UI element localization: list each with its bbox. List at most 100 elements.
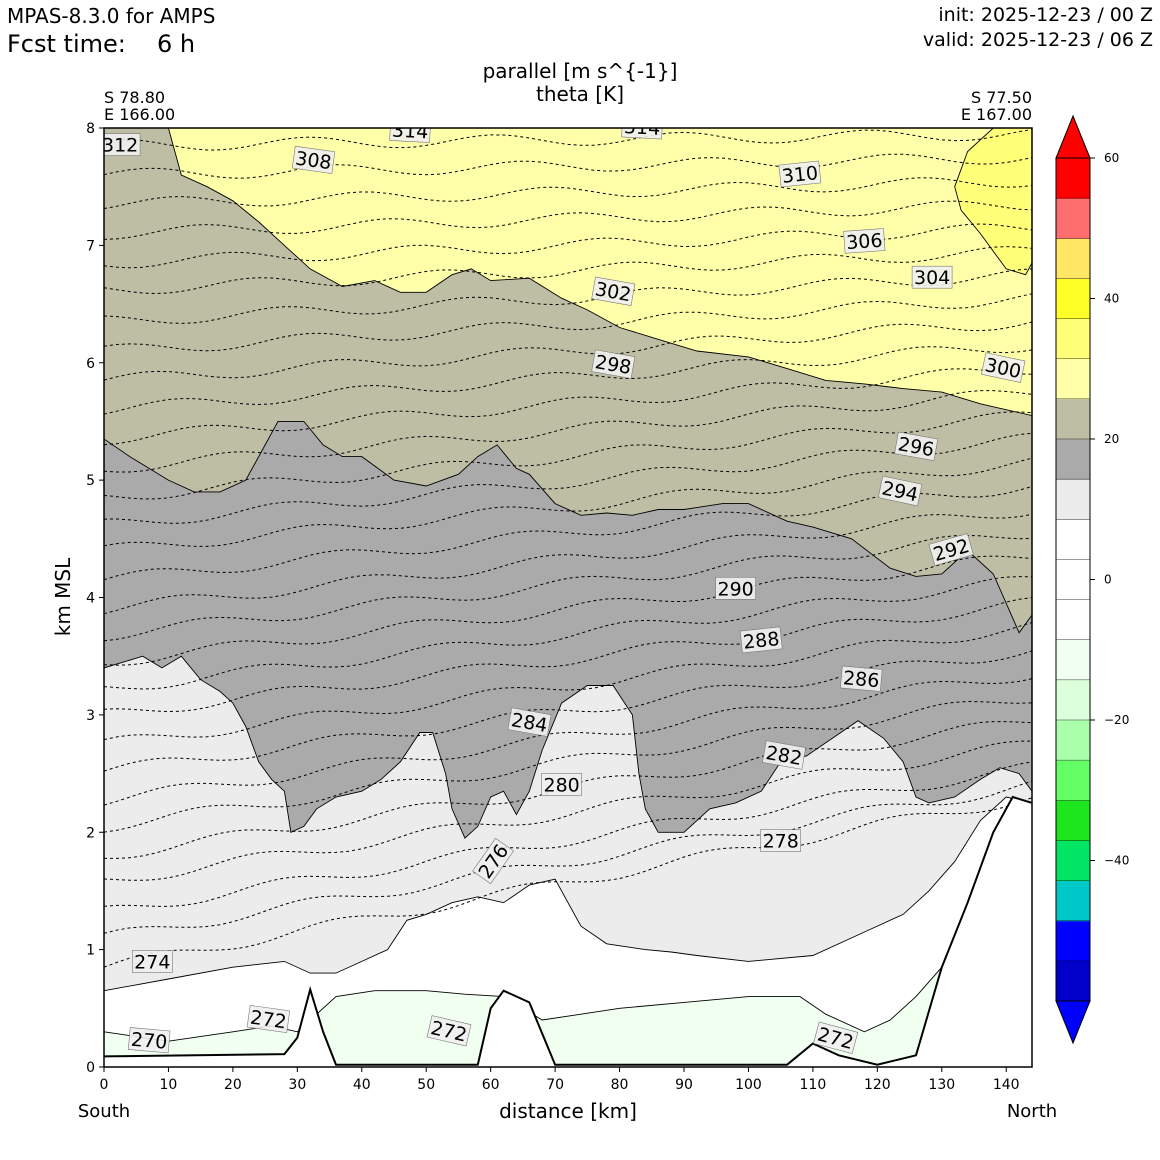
theta-label: 304 [911, 265, 953, 289]
theta-label: 284 [507, 707, 552, 737]
theta-label-box [472, 837, 514, 885]
theta-label-box [928, 533, 974, 566]
y-tick-label: 6 [86, 356, 95, 372]
theta-label-box [778, 160, 822, 188]
theta-label-box [426, 1015, 472, 1047]
isentrope-line [104, 700, 1032, 833]
theta-label-text: 306 [846, 230, 884, 254]
isentrope-line [104, 411, 1032, 500]
theta-label-box [132, 950, 173, 973]
colorbar-tick-label: 20 [1104, 432, 1119, 446]
theta-label-box [591, 276, 636, 306]
colorbar-swatch [1056, 960, 1090, 1002]
isentrope-line [104, 432, 1032, 524]
isentrope-line [104, 534, 1032, 642]
isentrope-line [104, 576, 1032, 690]
theta-label-text: 304 [914, 267, 950, 289]
forecast-time-value: 6 h [157, 30, 196, 58]
colorbar-swatch [1056, 479, 1090, 520]
colorbar-swatch [1056, 358, 1090, 400]
theta-label-box [739, 626, 783, 654]
colorbar-tick-label: −20 [1104, 713, 1129, 727]
theta-label: 278 [760, 829, 802, 853]
colorbar-swatch [1056, 519, 1090, 560]
theta-label-box [591, 349, 636, 379]
isentrope-line [104, 200, 1032, 240]
x-tick-label: 60 [482, 1077, 500, 1093]
terrain-mask [104, 797, 1032, 1067]
theta-label-text: 310 [781, 162, 819, 188]
theta-label: 286 [840, 665, 883, 692]
theta-label-box [843, 228, 886, 254]
x-tick-label: 80 [611, 1077, 629, 1093]
colorbar-swatch [1056, 720, 1090, 761]
isentrope-line [104, 761, 1032, 907]
colorbar-tick-label: 40 [1104, 292, 1119, 306]
chart-title-line1: parallel [m s^{-1}] [483, 59, 678, 83]
theta-label: 298 [591, 349, 636, 379]
theta-label: 314 [389, 120, 432, 144]
theta-label-text: 314 [623, 116, 660, 140]
isentrope-line [104, 486, 1032, 581]
y-tick-label: 7 [86, 238, 95, 254]
x-axis-label: distance [km] [499, 1099, 637, 1123]
x-tick-label: 50 [417, 1077, 435, 1093]
x-tick-label: 30 [288, 1077, 306, 1093]
theta-label-text: 286 [842, 667, 880, 692]
left-end-lon: E 166.00 [104, 105, 175, 124]
theta-label: 288 [739, 626, 783, 654]
colorbar-swatch [1056, 880, 1090, 922]
theta-label-text: 290 [717, 578, 753, 600]
theta-label-box [291, 145, 336, 174]
x-tick-label: 130 [928, 1077, 955, 1093]
theta-label-text: 312 [102, 135, 138, 157]
init-time: init: 2025-12-23 / 00 Z [938, 4, 1153, 26]
isentrope-line [104, 622, 1032, 741]
theta-label-box [541, 772, 582, 796]
colorbar-tick-label: 60 [1104, 151, 1119, 165]
x-tick-label: 110 [800, 1077, 827, 1093]
theta-label: 310 [778, 160, 822, 188]
model-name: MPAS-8.3.0 for AMPS [7, 4, 216, 28]
y-tick-label: 0 [86, 1060, 95, 1076]
isentrope-line [104, 678, 1032, 806]
colorbar-swatch [1056, 679, 1090, 721]
isentrope-line [104, 740, 1032, 881]
colorbar-swatch [1056, 158, 1090, 199]
colorbar-tick-label: 0 [1104, 573, 1112, 587]
left-end-direction: South [78, 1101, 130, 1122]
theta-label-box [389, 128, 432, 143]
theta-label: 308 [291, 145, 336, 174]
colorbar-swatch [1056, 800, 1090, 841]
theta-label-box [911, 265, 953, 289]
right-end-lon: E 167.00 [961, 105, 1032, 124]
isentrope-line [104, 797, 1032, 968]
isentrope-line [104, 555, 1032, 666]
x-tick-label: 100 [735, 1077, 762, 1093]
terrain-line [104, 795, 1032, 1066]
left-end-lat: S 78.80 [104, 88, 165, 107]
isentrope-line [104, 246, 1032, 295]
x-tick-label: 120 [864, 1077, 891, 1093]
x-tick-label: 40 [353, 1077, 371, 1093]
y-tick-label: 8 [86, 121, 95, 137]
colorbar-swatch [1056, 639, 1090, 681]
right-end-lat: S 77.50 [971, 88, 1032, 107]
theta-label-text: 272 [249, 1007, 288, 1034]
isentrope-line [104, 346, 1032, 415]
colorbar-over-arrow [1055, 114, 1091, 159]
isentrope-line [104, 721, 1032, 859]
theta-label-text: 270 [130, 1029, 168, 1054]
theta-label: 302 [591, 276, 636, 306]
isentrope-line [104, 293, 1032, 352]
y-tick-label: 1 [86, 943, 95, 959]
x-tick-label: 10 [160, 1077, 178, 1093]
theta-label-text: 314 [391, 120, 428, 144]
isentrope-line [104, 513, 1032, 615]
isentrope-line [104, 650, 1032, 772]
theta-label-text: 274 [134, 952, 170, 974]
colorbar-swatch [1056, 439, 1090, 480]
isentrope-line [104, 177, 1032, 210]
isentrope-line [104, 268, 1032, 324]
y-tick-label: 5 [86, 473, 95, 489]
